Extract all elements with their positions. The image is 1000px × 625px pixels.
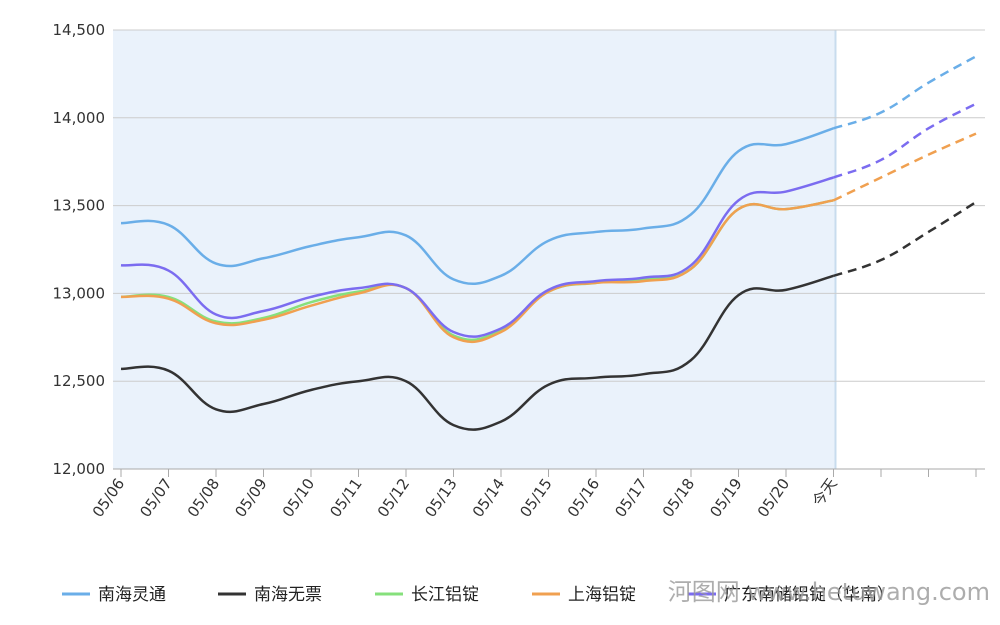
x-tick-label: 05/18	[659, 475, 699, 521]
x-tick-label: 05/20	[754, 475, 794, 521]
legend-label: 南海灵通	[98, 585, 166, 605]
y-tick-label: 13,500	[53, 197, 106, 215]
y-tick-label: 14,500	[53, 21, 106, 39]
legend-label: 广东南储铝锭（华南）	[724, 585, 894, 605]
y-tick-label: 14,000	[53, 109, 106, 127]
x-tick-label: 05/06	[89, 475, 129, 521]
legend-label: 长江铝锭	[411, 585, 479, 605]
history-region	[113, 30, 836, 469]
series-line	[832, 132, 977, 202]
watermark: 河图网 www.hetuwang.com	[668, 578, 990, 606]
x-tick-label: 05/08	[184, 475, 224, 521]
legend-label: 南海无票	[254, 585, 322, 605]
legend-label: 上海铝锭	[568, 585, 636, 605]
series-line	[833, 201, 977, 278]
y-tick-label: 12,500	[53, 372, 106, 390]
x-tick-label: 今天	[809, 475, 841, 510]
y-tick-label: 12,000	[53, 460, 106, 478]
x-tick-label: 05/17	[611, 475, 651, 521]
x-tick-label: 05/15	[516, 475, 556, 521]
x-tick-label: 05/13	[421, 475, 461, 521]
series-line	[833, 102, 977, 179]
series-line	[120, 176, 834, 338]
series-line	[120, 127, 834, 286]
series-line	[833, 55, 977, 130]
x-tick-label: 05/10	[279, 475, 319, 521]
x-tick-label: 05/14	[469, 475, 509, 521]
y-tick-label: 13,000	[53, 284, 106, 302]
x-tick-label: 05/16	[564, 475, 604, 521]
x-tick-label: 05/19	[706, 475, 746, 521]
x-tick-label: 05/09	[231, 475, 271, 521]
x-tick-label: 05/07	[136, 475, 176, 521]
x-tick-label: 05/12	[374, 475, 414, 521]
x-tick-label: 05/11	[326, 475, 366, 521]
series-line	[120, 274, 834, 431]
series-line	[120, 199, 834, 344]
